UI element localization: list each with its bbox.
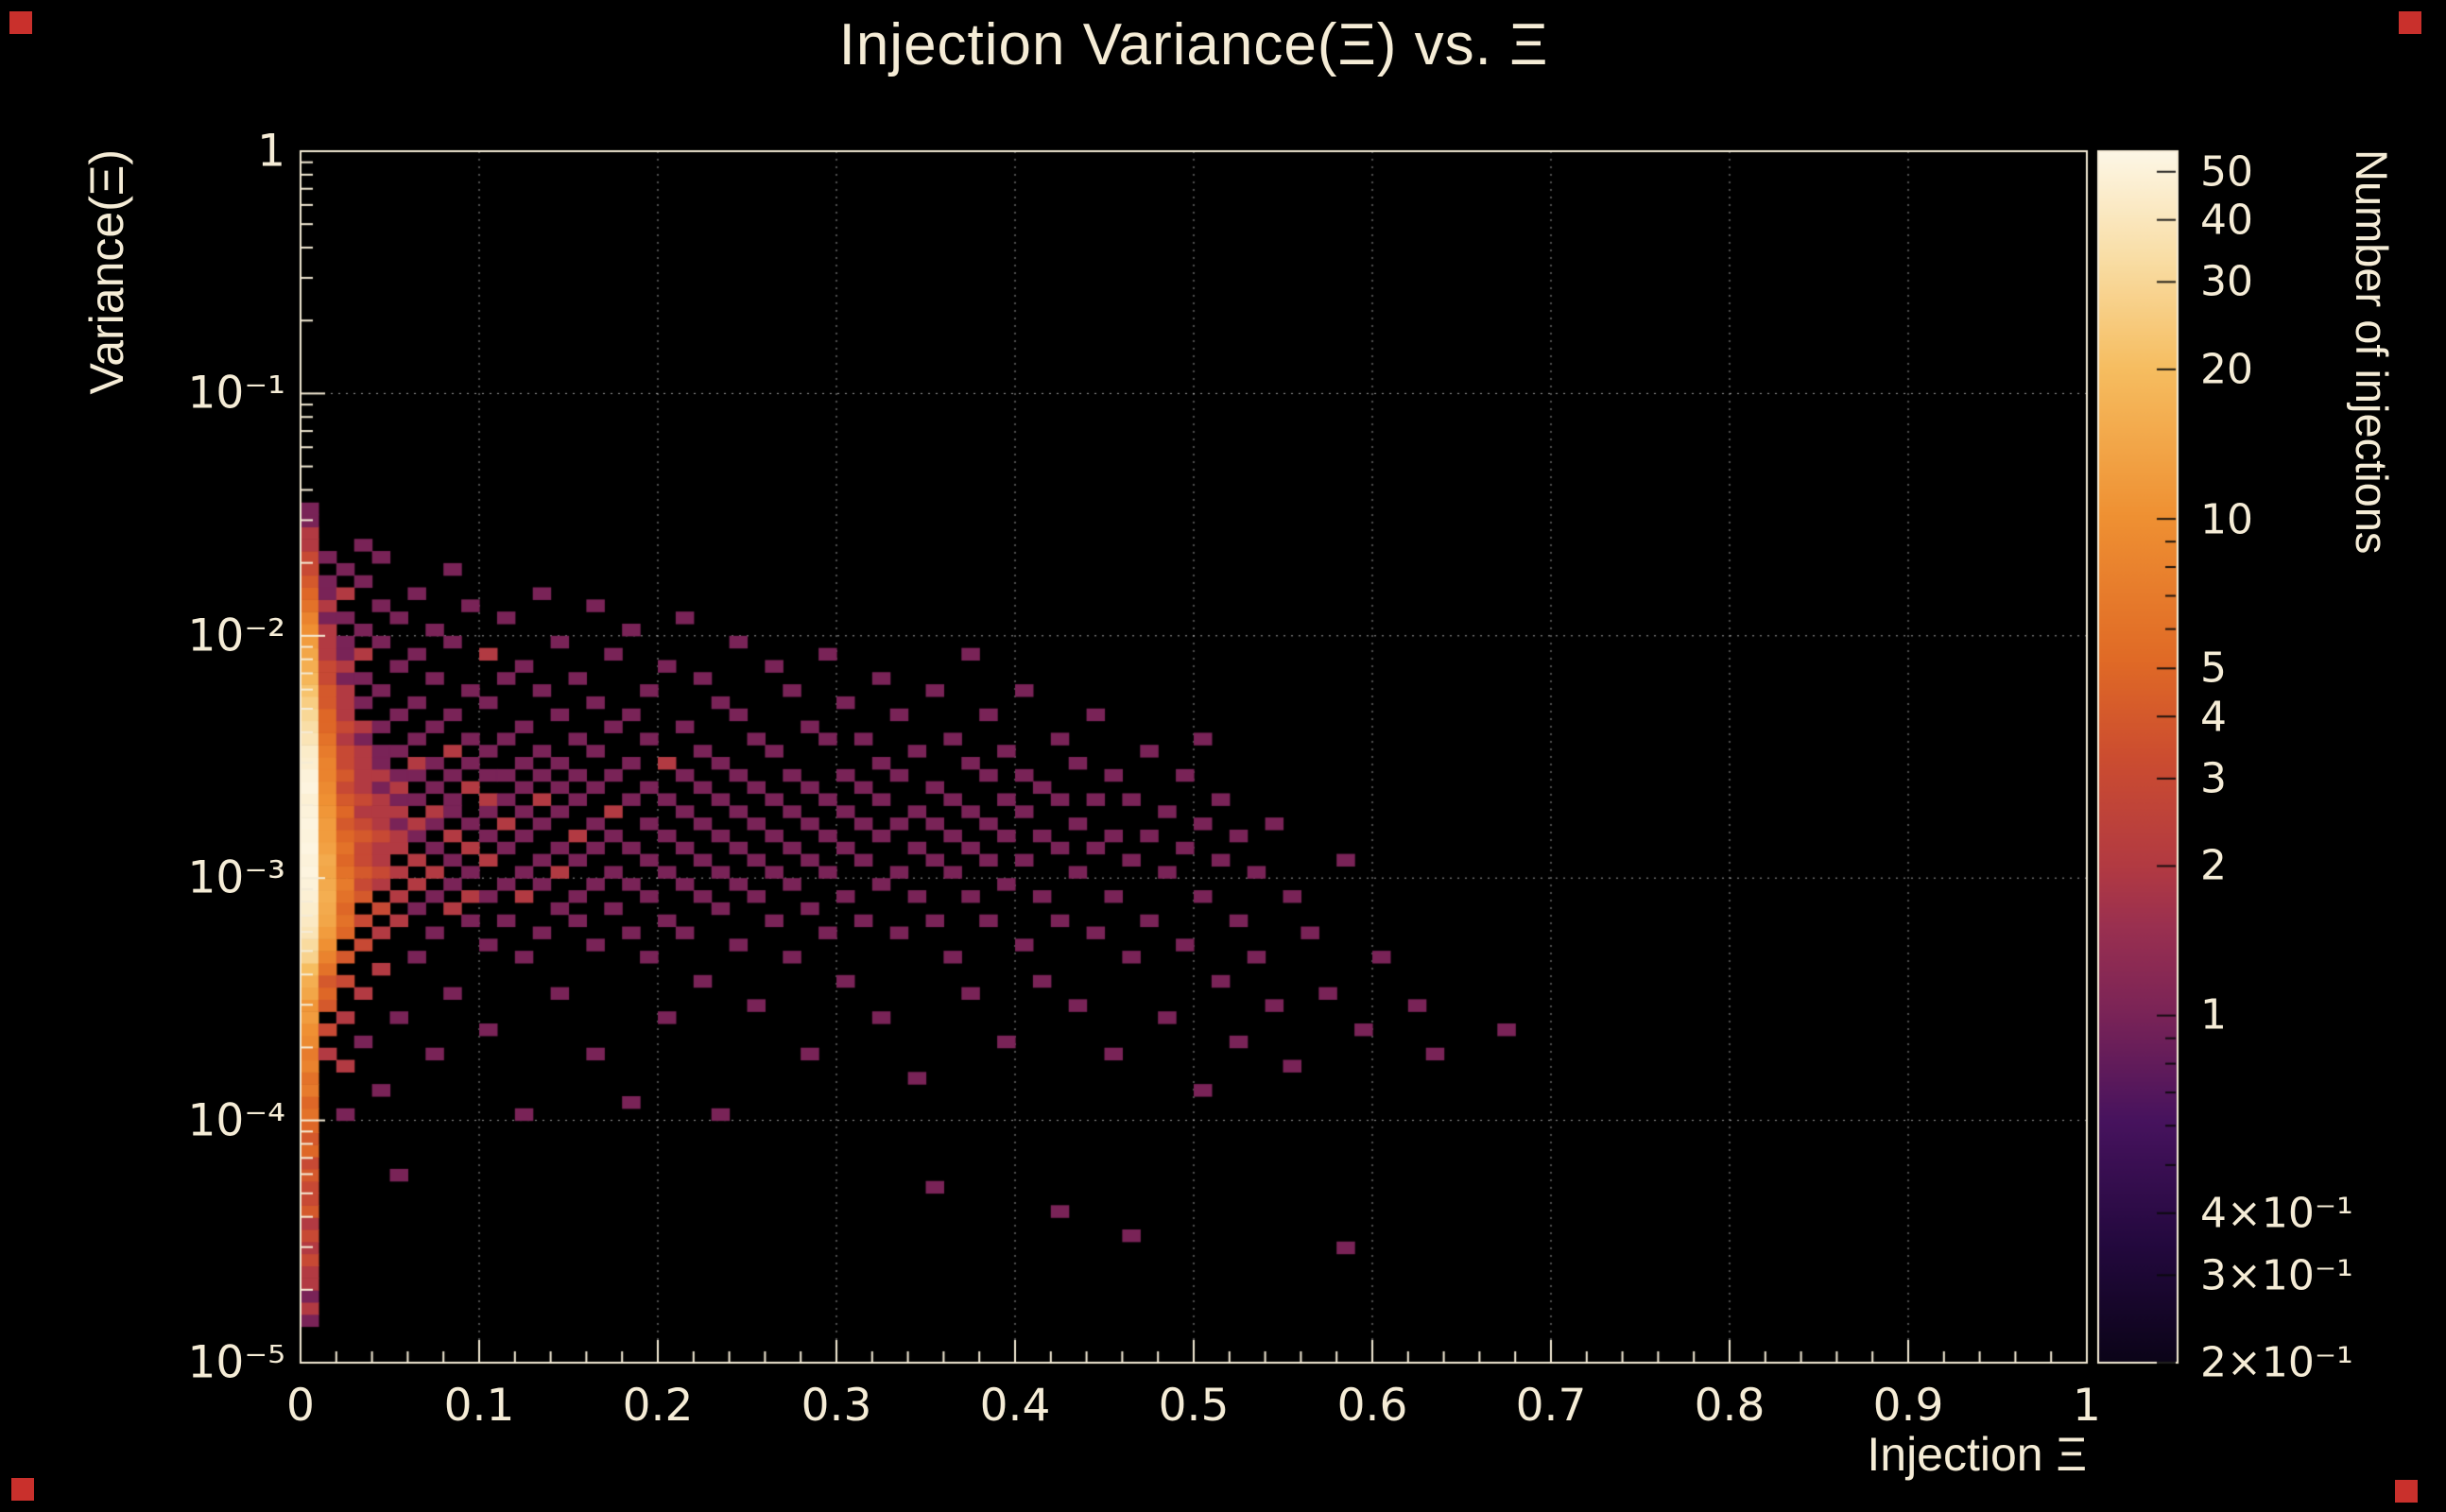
- y-tick-label: 10⁻⁴: [187, 1094, 285, 1147]
- x-tick-label: 0: [286, 1380, 315, 1432]
- palette-tick-label: 40: [2200, 196, 2253, 245]
- palette-tick-label: 10: [2200, 495, 2253, 544]
- palette-tick-label: 3: [2200, 754, 2227, 803]
- palette-tick-labels: 50 40 30 20 10 5 4 3 2 1 4×10⁻¹ 3×10⁻¹ 2…: [2193, 147, 2429, 1386]
- x-axis-title: Injection Ξ: [1867, 1428, 2087, 1481]
- x-tick-label: 0.8: [1694, 1380, 1766, 1432]
- x-tick-label: 0.3: [801, 1380, 872, 1432]
- y-tick-label: 1: [257, 125, 285, 178]
- palette-tick-label: 5: [2200, 644, 2227, 693]
- palette-tick-label: 50: [2200, 147, 2253, 197]
- x-tick-label: 0.1: [443, 1380, 515, 1432]
- x-tick-label: 0.4: [979, 1380, 1051, 1432]
- x-tick-label: 0.6: [1336, 1380, 1408, 1432]
- corner-marker-top-right: [2399, 11, 2421, 34]
- palette-tick-label: 2: [2200, 841, 2227, 890]
- corner-marker-top-left: [9, 11, 32, 34]
- palette-tick-label: 4×10⁻¹: [2200, 1189, 2353, 1238]
- x-tick-label: 0.7: [1515, 1380, 1587, 1432]
- x-tick-label: 0.9: [1872, 1380, 1944, 1432]
- y-tick-label: 10⁻³: [187, 851, 285, 904]
- corner-marker-bottom-left: [11, 1478, 34, 1501]
- palette-tick-label: 20: [2200, 345, 2253, 394]
- palette-tick-label: 3×10⁻¹: [2200, 1251, 2353, 1300]
- y-axis-tick-labels: 1 10⁻¹ 10⁻² 10⁻³ 10⁻⁴ 10⁻⁵: [0, 126, 285, 1389]
- palette-title: Number of injections: [2347, 149, 2397, 555]
- palette-tick-label: 1: [2200, 990, 2227, 1040]
- corner-marker-bottom-right: [2395, 1480, 2418, 1503]
- palette-tick-label: 30: [2200, 257, 2253, 306]
- palette-tick-label: 4: [2200, 693, 2227, 742]
- y-tick-label: 10⁻²: [187, 610, 285, 662]
- palette-tick-label: 2×10⁻¹: [2200, 1338, 2353, 1387]
- x-tick-label: 0.2: [622, 1380, 694, 1432]
- x-tick-label: 0.5: [1158, 1380, 1230, 1432]
- x-axis-tick-labels: 0 0.1 0.2 0.3 0.4 0.5 0.6 0.7 0.8 0.9 1: [286, 1380, 2101, 1436]
- x-tick-label: 1: [2073, 1380, 2101, 1432]
- y-tick-label: 10⁻⁵: [187, 1336, 285, 1389]
- y-tick-label: 10⁻¹: [187, 367, 285, 420]
